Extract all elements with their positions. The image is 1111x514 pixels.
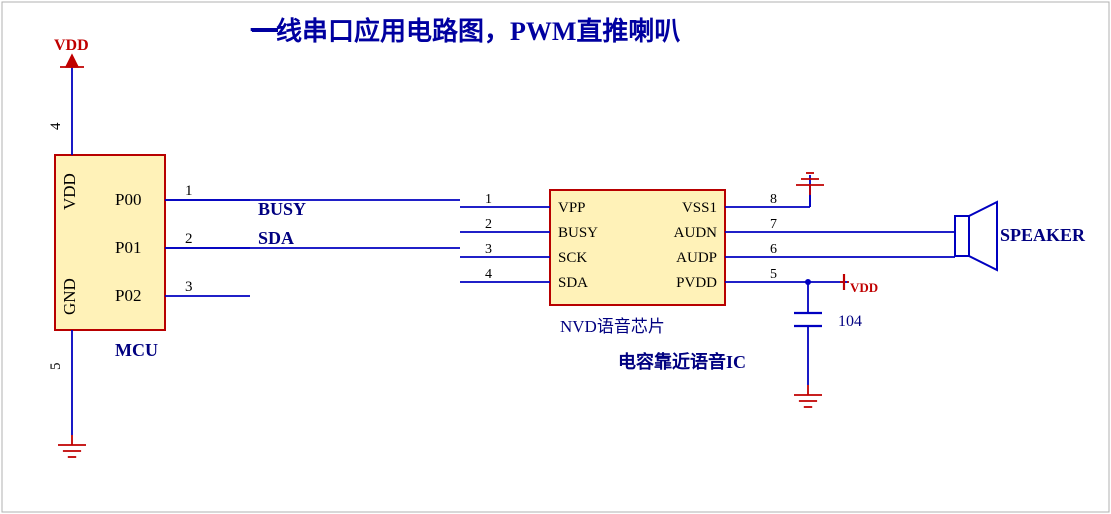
svg-text:8: 8 [770,192,777,207]
svg-text:P01: P01 [115,238,141,257]
svg-text:2: 2 [185,231,193,247]
svg-text:GND: GND [60,278,79,315]
svg-text:VDD: VDD [60,173,79,210]
svg-text:5: 5 [48,363,64,371]
svg-text:6: 6 [770,242,777,257]
svg-text:PVDD: PVDD [676,275,717,291]
svg-text:VDD: VDD [54,37,89,54]
svg-text:SDA: SDA [258,228,294,248]
svg-text:3: 3 [485,242,492,257]
svg-text:4: 4 [48,122,64,130]
svg-text:BUSY: BUSY [258,199,306,219]
svg-text:BUSY: BUSY [558,225,598,241]
svg-text:1: 1 [485,192,492,207]
svg-text:NVD语音芯片: NVD语音芯片 [560,317,665,336]
svg-text:SDA: SDA [558,275,588,291]
svg-text:MCU: MCU [115,340,158,360]
svg-text:P00: P00 [115,190,141,209]
svg-text:VPP: VPP [558,200,586,216]
svg-text:2: 2 [485,217,492,232]
svg-text:4: 4 [485,267,492,282]
svg-text:AUDP: AUDP [676,250,717,266]
svg-text:VSS1: VSS1 [682,200,717,216]
svg-text:VDD: VDD [850,280,878,295]
svg-text:SPEAKER: SPEAKER [1000,225,1086,245]
svg-text:104: 104 [838,313,862,330]
svg-text:AUDN: AUDN [674,225,717,241]
svg-text:3: 3 [185,279,193,295]
svg-text:P02: P02 [115,286,141,305]
svg-text:一线串口应用电路图，PWM直推喇叭: 一线串口应用电路图，PWM直推喇叭 [250,16,680,46]
svg-text:1: 1 [185,183,193,199]
svg-text:电容靠近语音IC: 电容靠近语音IC [618,351,746,372]
svg-text:SCK: SCK [558,250,587,266]
svg-text:7: 7 [770,217,777,232]
svg-text:5: 5 [770,267,777,282]
